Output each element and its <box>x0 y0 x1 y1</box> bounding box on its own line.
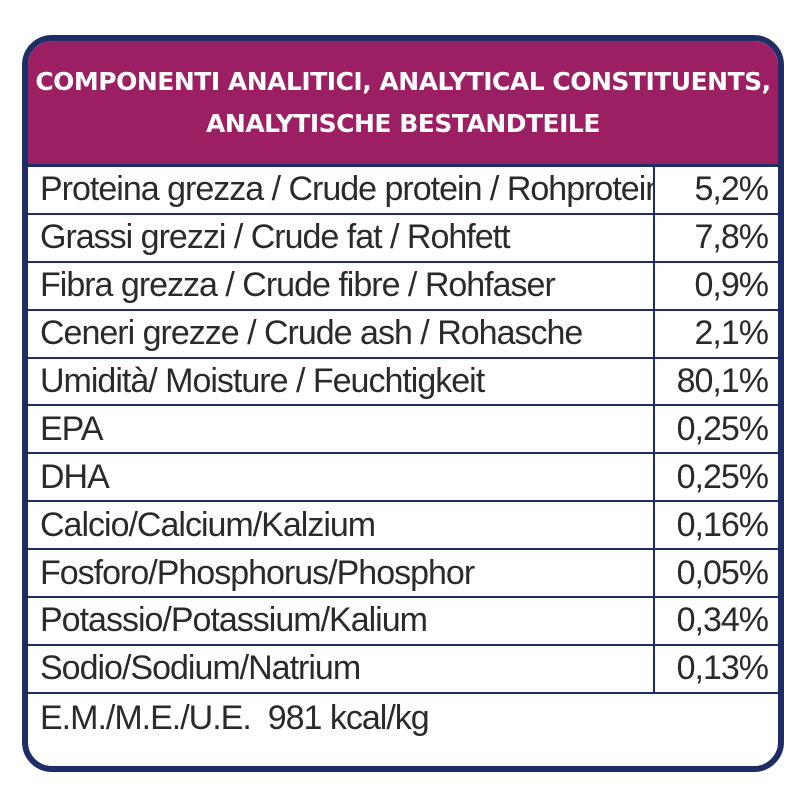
header-title-line2: ANALYTISCHE BESTANDTEILE <box>206 108 600 138</box>
constituent-label: Umidità/ Moisture / Feuchtigkeit <box>28 358 655 405</box>
constituents-table: Proteina grezza / Crude protein / Rohpro… <box>28 167 778 694</box>
table-row: Fosforo/Phosphorus/Phosphor 0,05% <box>28 550 778 599</box>
constituent-value: 0,34% <box>676 601 769 640</box>
constituent-value: 0,25% <box>676 409 769 448</box>
table-row: Umidità/ Moisture / Feuchtigkeit 80,1% <box>28 358 778 407</box>
table-header: COMPONENTI ANALITICI, ANALYTICAL CONSTIT… <box>28 41 778 167</box>
constituent-label: Sodio/Sodium/Natrium <box>28 645 655 692</box>
constituent-label: Potassio/Potassium/Kalium <box>28 598 655 644</box>
table-row: Proteina grezza / Crude protein / Rohpro… <box>28 167 778 215</box>
table-row: Calcio/Calcium/Kalzium 0,16% <box>28 502 778 551</box>
table-row: Fibra grezza / Crude fibre / Rohfaser 0,… <box>28 262 778 311</box>
constituent-label: Ceneri grezze / Crude ash / Rohasche <box>28 310 655 357</box>
table-row: EPA 0,25% <box>28 406 778 455</box>
constituent-label: Proteina grezza / Crude protein / Rohpro… <box>28 167 655 213</box>
table-row: Sodio/Sodium/Natrium 0,13% <box>28 645 778 694</box>
constituent-value: 0,9% <box>694 266 770 305</box>
constituent-value: 7,8% <box>694 218 770 257</box>
constituent-label: Fosforo/Phosphorus/Phosphor <box>28 550 655 597</box>
analytical-constituents-panel: COMPONENTI ANALITICI, ANALYTICAL CONSTIT… <box>22 35 784 772</box>
header-title-line1: COMPONENTI ANALITICI, ANALYTICAL CONSTIT… <box>35 66 771 96</box>
constituent-label: Calcio/Calcium/Kalzium <box>28 502 655 549</box>
constituent-value: 2,1% <box>694 314 770 353</box>
constituent-value: 0,05% <box>676 553 769 592</box>
table-row: Potassio/Potassium/Kalium 0,34% <box>28 598 778 646</box>
table-row: Ceneri grezze / Crude ash / Rohasche 2,1… <box>28 310 778 359</box>
constituent-value: 0,13% <box>676 649 769 688</box>
table-row: Grassi grezzi / Crude fat / Rohfett 7,8% <box>28 214 778 263</box>
energy-footer: E.M./M.E./U.E. 981 kcal/kg <box>40 699 430 738</box>
constituent-label: DHA <box>28 454 655 501</box>
constituent-label: Grassi grezzi / Crude fat / Rohfett <box>28 214 655 261</box>
table-row: DHA 0,25% <box>28 454 778 503</box>
constituent-value: 0,25% <box>676 457 769 496</box>
constituent-label: Fibra grezza / Crude fibre / Rohfaser <box>28 262 655 309</box>
constituent-value: 80,1% <box>676 362 769 400</box>
constituent-value: 5,2% <box>694 170 770 209</box>
constituent-value: 0,16% <box>676 505 769 544</box>
constituent-label: EPA <box>28 406 655 453</box>
